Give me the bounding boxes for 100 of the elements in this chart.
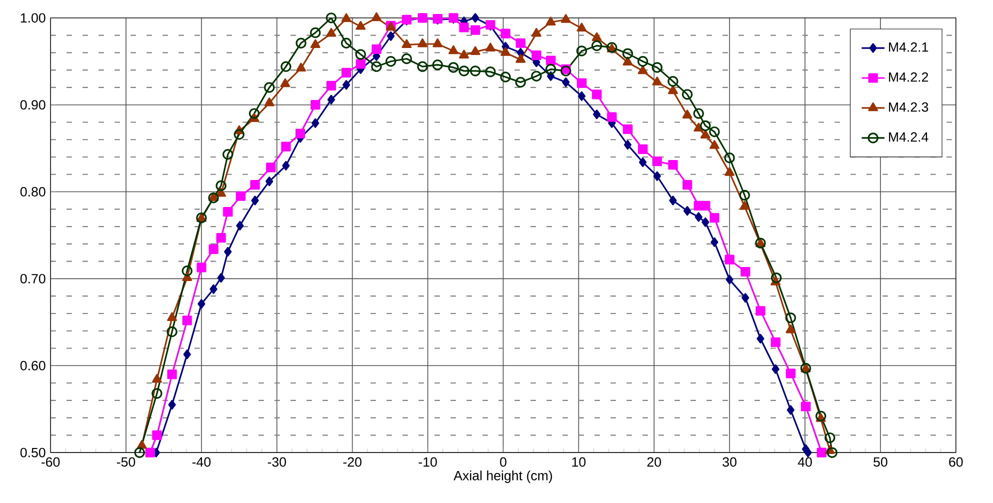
point (785, 312, 796, 324)
point (500, 47, 510, 56)
point (622, 56, 633, 66)
point (152, 374, 162, 383)
x-tick-label: 60 (949, 457, 963, 467)
point (326, 12, 337, 24)
point (152, 430, 162, 440)
point (576, 78, 586, 88)
point (562, 77, 570, 88)
point (166, 326, 178, 338)
point (709, 126, 720, 138)
point (266, 176, 274, 186)
point (826, 447, 838, 458)
point (216, 180, 226, 192)
point (694, 212, 702, 222)
point (266, 162, 276, 172)
point (167, 312, 177, 322)
point (710, 213, 720, 223)
point (683, 206, 692, 216)
point (236, 220, 244, 230)
point (310, 39, 320, 48)
point (815, 410, 826, 422)
point (638, 144, 648, 154)
point (669, 196, 677, 206)
point (264, 82, 275, 93)
point (638, 157, 647, 168)
point (545, 64, 556, 75)
point (472, 13, 480, 23)
point (516, 54, 526, 63)
point (372, 44, 382, 54)
point (182, 316, 192, 326)
point (724, 152, 735, 164)
point (432, 38, 443, 48)
point (546, 16, 556, 26)
x-axis-title: Axial height (cm) (454, 470, 552, 483)
point (134, 447, 145, 458)
point (576, 22, 587, 32)
point (700, 200, 710, 210)
point (786, 324, 796, 334)
point (216, 233, 226, 243)
point (700, 130, 710, 138)
y-tick-label: 0.80 (20, 187, 46, 196)
point (372, 12, 382, 22)
point (485, 66, 496, 78)
x-tick-label: 30 (722, 457, 736, 467)
point (448, 62, 459, 73)
point (387, 31, 395, 41)
point (694, 122, 704, 132)
point (196, 262, 206, 272)
x-tick-label: -10 (418, 457, 437, 467)
point (327, 94, 336, 104)
point (356, 59, 366, 69)
point (682, 180, 692, 190)
point (624, 140, 632, 150)
point (280, 61, 292, 72)
x-tick-label: -60 (42, 457, 60, 467)
point (607, 112, 617, 122)
point (248, 108, 260, 119)
point (786, 368, 796, 378)
point (222, 149, 234, 160)
point (756, 334, 764, 344)
x-tick-label: 40 (798, 457, 812, 467)
x-tick-label: 0 (500, 457, 506, 467)
x-tick-label: -40 (192, 457, 211, 467)
point (296, 38, 306, 48)
point (693, 108, 704, 119)
legend-label: M4.2.1 (889, 42, 928, 52)
point (742, 293, 750, 303)
point (432, 60, 443, 70)
point (282, 160, 290, 170)
point (770, 337, 780, 347)
point (756, 306, 766, 316)
point (236, 191, 246, 201)
point (515, 76, 526, 88)
point (458, 66, 470, 76)
point (385, 56, 396, 67)
y-tick-label: 0.70 (20, 274, 46, 284)
point (224, 246, 232, 257)
point (531, 28, 542, 37)
point (182, 266, 192, 276)
point (459, 50, 469, 58)
point (485, 42, 496, 52)
y-tick-label: 0.90 (20, 100, 46, 110)
point (280, 78, 290, 88)
point (709, 140, 720, 149)
point (296, 62, 306, 72)
point (136, 440, 147, 449)
point (740, 200, 750, 210)
point (682, 89, 693, 100)
point (804, 448, 812, 458)
point (210, 284, 218, 294)
point (652, 156, 662, 166)
point (145, 448, 155, 458)
point (402, 39, 412, 48)
point (653, 171, 661, 181)
point (668, 160, 678, 170)
point (592, 32, 602, 42)
point (234, 129, 244, 140)
point (638, 65, 648, 74)
point (326, 28, 336, 37)
